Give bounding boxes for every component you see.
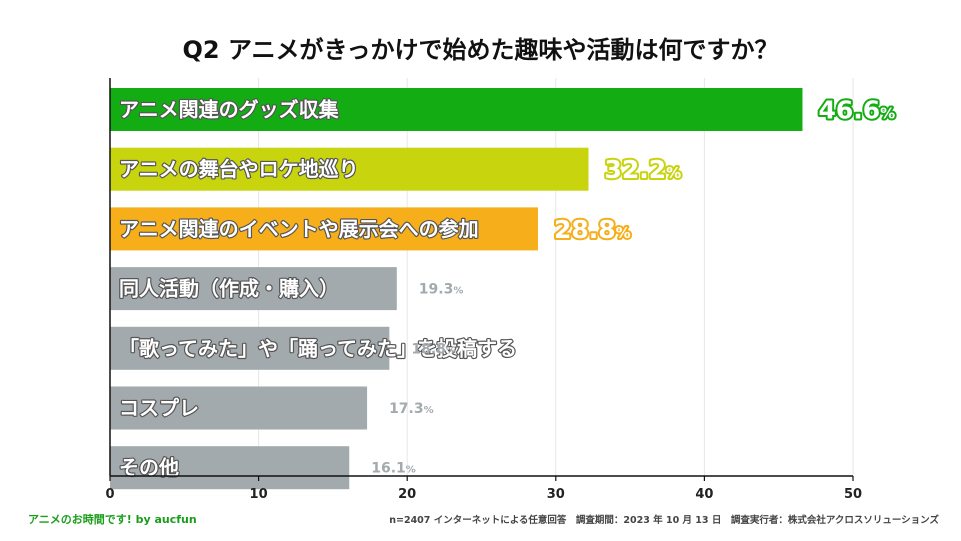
bar (110, 88, 803, 131)
bar (110, 147, 589, 191)
bar-value-label: 16.1% (371, 461, 416, 477)
bar-value-label: 32.2% (604, 155, 681, 184)
bar-value-label: 19.3% (419, 282, 464, 298)
x-tick-label: 50 (844, 487, 862, 502)
bar (110, 446, 350, 490)
bar-category-label: アニメの舞台やロケ地巡り (119, 157, 359, 181)
footer-survey-note: n=2407 インターネットによる任意回答 調査期間：2023 年 10 月 1… (389, 515, 939, 526)
bar (110, 326, 390, 370)
bar-value-label: 46.6% (818, 96, 895, 125)
bar-category-label: アニメ関連のグッズ収集 (119, 98, 340, 122)
bar-category-label: 同人活動（作成・購入） (119, 277, 339, 301)
x-tick-label: 40 (695, 487, 713, 502)
bar-value-label: 17.3% (389, 401, 434, 417)
bar-category-label: コスプレ (119, 396, 199, 420)
bar-value-label: 28.8% (554, 215, 631, 244)
x-tick-label: 10 (250, 487, 268, 502)
bar-value-label: 18.8% (411, 341, 456, 357)
chart-title: Q2 アニメがきっかけで始めた趣味や活動は何ですか？ (182, 36, 779, 64)
x-tick-label: 30 (547, 487, 565, 502)
bar (110, 267, 397, 311)
footer-brand: アニメのお時間です! by aucfun (28, 513, 197, 526)
x-tick-label: 20 (398, 487, 416, 502)
bar (110, 207, 538, 251)
bar-category-label: 「歌ってみた」や「踊ってみた」を投稿する (119, 336, 517, 360)
x-tick-label: 0 (105, 487, 114, 502)
bar-category-label: アニメ関連のイベントや展示会への参加 (119, 217, 479, 241)
bar (110, 386, 368, 430)
